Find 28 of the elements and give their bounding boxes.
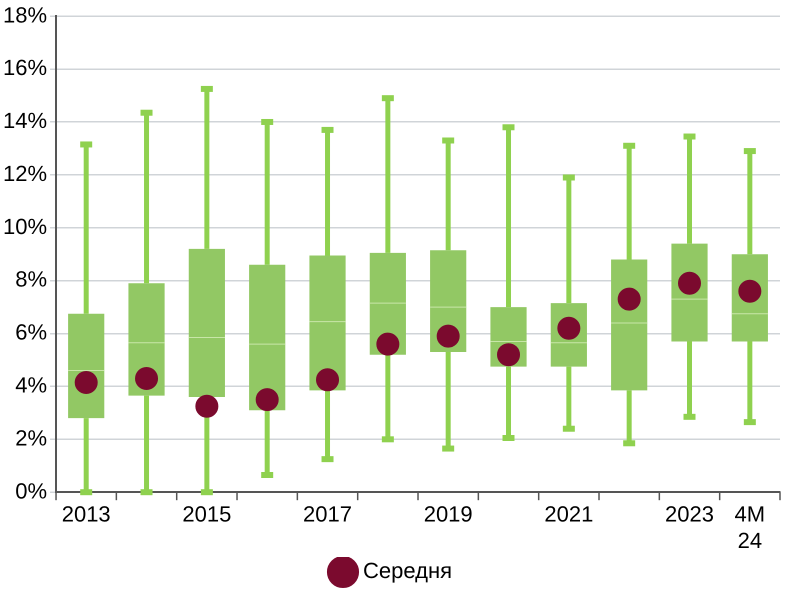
point [678,272,702,295]
x-tick-label: 2023 [665,501,714,526]
y-tick-label: 0% [15,478,48,504]
point [316,368,340,392]
point [376,332,400,356]
point [497,343,520,366]
point [135,366,158,390]
point [256,388,279,412]
point [436,324,460,348]
point [195,394,218,418]
y-tick-label: 10% [2,214,48,239]
y-tick-label: 4% [15,372,48,398]
y-tick-label: 6% [15,320,48,345]
point [618,288,641,311]
x-tick-label: 2019 [424,501,473,526]
x-tick-label: 2015 [182,501,232,526]
y-tick-label: 2% [15,425,48,450]
y-tick-label: 16% [2,55,48,80]
point [74,370,98,394]
x-tick-label: 4M 24 [734,501,766,553]
y-tick-label: 12% [2,160,48,186]
x-tick-label: 2013 [62,501,111,526]
y-tick-label: 14% [2,108,48,134]
y-tick-label: 18% [2,2,48,28]
y-tick-label: 8% [15,266,48,292]
x-tick-label: 2017 [303,501,352,526]
x-tick-label: 2021 [544,501,594,526]
legend-label: Середня [362,558,452,584]
